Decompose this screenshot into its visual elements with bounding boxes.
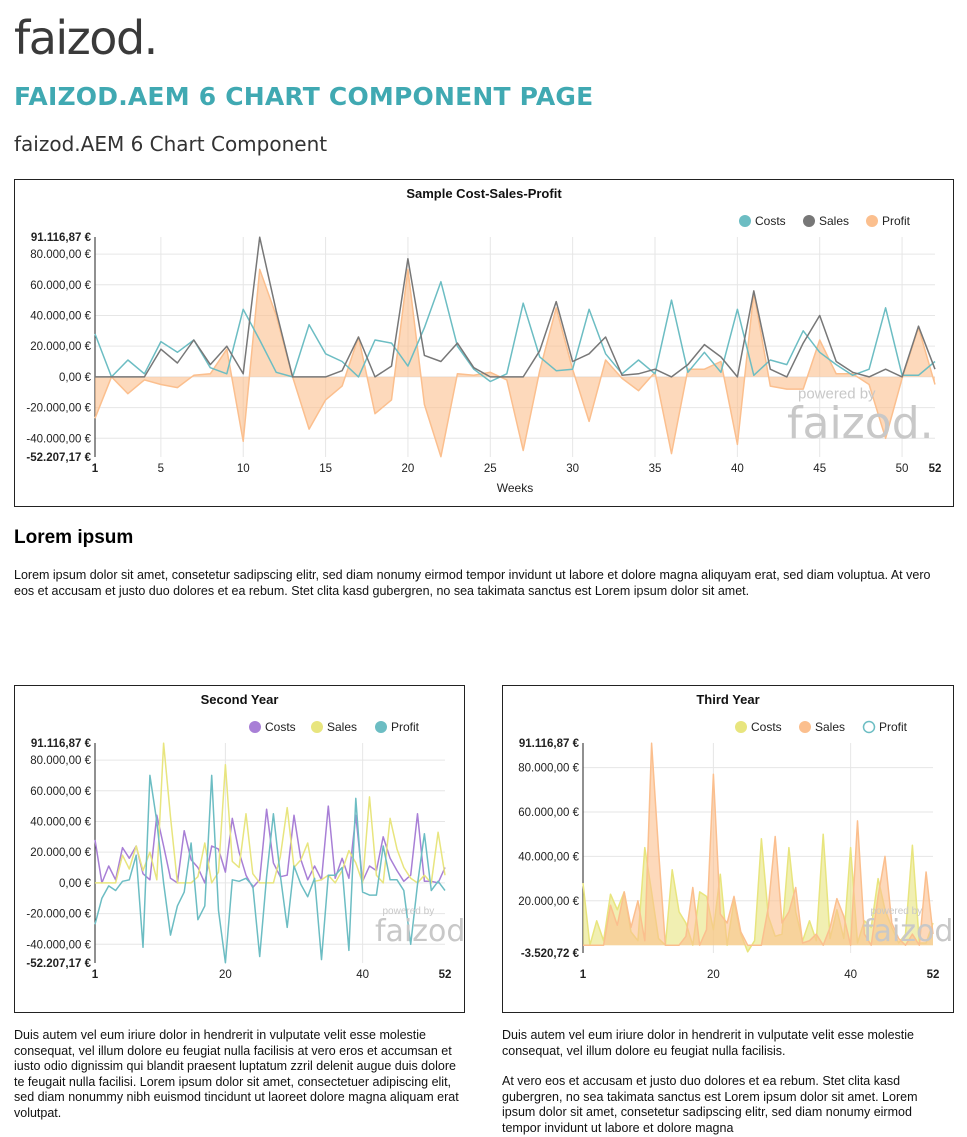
y-tick-label: 40.000,00 € [30,310,91,322]
y-max-label: 91.116,87 € [519,738,580,750]
x-tick-label: 35 [649,463,662,475]
chart-third-year: Third Year 20.000,00 € 40.000,00 € 60.000,0… [502,685,954,1013]
series-line-sales [95,236,936,378]
watermark-powered-by: powered by [798,385,876,402]
y-tick-label: -20.000,00 € [26,909,91,921]
legend-marker-sales [803,215,815,227]
y-tick-label: 40.000,00 € [518,851,579,863]
watermark-powered-by: powered by [383,906,435,917]
x-tick-label: 20 [402,463,415,475]
y-tick-label: 20.000,00 € [30,847,91,859]
legend-label-costs: Costs [751,720,782,734]
x-tick-label: 1 [92,463,99,475]
x-axis-label: Weeks [497,481,533,495]
series-line-profit [94,774,446,964]
chart-svg: Third Year 20.000,00 € 40.000,00 € 60.000,0… [518,692,953,981]
x-tick-label: 52 [927,969,940,981]
y-tick-label: -40.000,00 € [26,939,91,951]
legend-label-sales: Sales [819,214,849,228]
y-tick-label: 60.000,00 € [30,280,91,292]
section-paragraph: Lorem ipsum dolor sit amet, consetetur s… [14,568,931,598]
series-line-sales [583,742,934,946]
series-line-profit [94,268,936,458]
x-tick-label: 40 [731,463,744,475]
series-line-costs [94,280,936,383]
legend-marker-sales [799,721,811,733]
legend-label-sales: Sales [327,720,357,734]
section-heading: Lorem ipsum [14,527,134,548]
x-tick-label: 20 [707,969,720,981]
watermark-faizod: faizod. [863,914,953,949]
x-tick-label: 25 [484,463,497,475]
x-tick-label: 40 [844,969,857,981]
y-tick-label: 0,00 € [59,372,92,384]
watermark-powered-by: powered by [871,906,923,917]
y-tick-label: 80.000,00 € [30,755,91,767]
y-tick-label: -40.000,00 € [26,433,91,445]
area-profit [95,269,935,457]
y-tick-label: 20.000,00 € [518,896,579,908]
x-tick-label: 52 [929,463,942,475]
bottom-right-paragraph-2: At vero eos et accusam et justo duo dolo… [502,1074,918,1135]
series-line-costs [582,833,934,953]
legend-marker-profit [375,721,387,733]
y-tick-label: 60.000,00 € [30,786,91,798]
chart-title: Sample Cost-Sales-Profit [406,186,562,201]
legend-marker-costs [249,721,261,733]
x-tick-label: 1 [92,969,99,981]
y-tick-label: -20.000,00 € [26,403,91,415]
legend-marker-profit [862,720,876,734]
x-tick-label: 10 [237,463,250,475]
y-tick-label: 20.000,00 € [30,341,91,353]
chart-cost-sales-profit: Sample Cost-Sales-Profit -40.000,00 € -20.… [14,179,954,507]
y-tick-label: 60.000,00 € [518,807,579,819]
legend-label-profit: Profit [882,214,911,228]
y-max-label: 91.116,87 € [31,738,92,750]
chart-svg: Second Year -40.000,00 € -20.000,00 € 0,00 … [26,692,464,981]
x-tick-label: 40 [356,969,369,981]
x-tick-label: 15 [319,463,332,475]
y-max-label: 91.116,87 € [31,232,92,244]
x-tick-label: 45 [813,463,826,475]
y-min-label: -52.207,17 € [26,452,91,464]
bottom-right-paragraph-1: Duis autem vel eum iriure dolor in hendr… [502,1028,914,1058]
y-tick-label: 80.000,00 € [30,249,91,261]
legend-marker-sales [311,721,323,733]
bottom-left-paragraph: Duis autem vel eum iriure dolor in hendr… [14,1028,459,1120]
legend-label-profit: Profit [879,720,908,734]
x-tick-label: 5 [158,463,164,475]
y-min-label: -52.207,17 € [26,958,91,970]
chart-second-year: Second Year -40.000,00 € -20.000,00 € 0,00 … [14,685,465,1013]
page-subtitle: faizod.AEM 6 Chart Component [14,132,328,156]
legend-label-costs: Costs [265,720,296,734]
x-tick-label: 50 [896,463,909,475]
y-tick-label: 0,00 € [59,878,92,890]
legend-label-profit: Profit [391,720,420,734]
legend-marker-costs [739,215,751,227]
legend-label-sales: Sales [815,720,845,734]
chart-title: Second Year [201,692,279,707]
x-tick-label: 20 [219,969,232,981]
faizod-logo[interactable]: faizod. [14,11,158,65]
legend-marker-profit [866,215,878,227]
legend-marker-costs [735,721,747,733]
y-tick-label: 80.000,00 € [518,763,579,775]
page-title: FAIZOD.AEM 6 CHART COMPONENT PAGE [14,82,594,111]
x-tick-label: 1 [580,969,587,981]
x-tick-label: 52 [439,969,452,981]
watermark-faizod: faizod. [787,398,934,449]
watermark-faizod: faizod. [375,914,464,949]
y-min-label: -3.520,72 € [521,948,580,960]
chart-title: Third Year [696,692,759,707]
legend-label-costs: Costs [755,214,786,228]
x-tick-label: 30 [566,463,579,475]
chart-svg: Sample Cost-Sales-Profit -40.000,00 € -20.… [26,186,942,495]
series-line-sales [95,742,446,884]
y-tick-label: 40.000,00 € [30,816,91,828]
